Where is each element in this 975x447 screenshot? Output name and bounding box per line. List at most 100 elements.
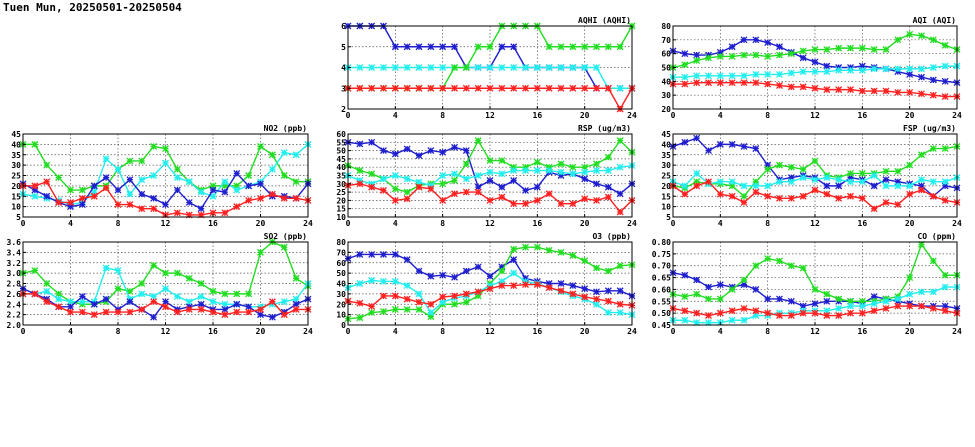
y-tick-label: 70 [661,36,671,45]
data-point-green [126,157,134,165]
data-point-blue [67,303,74,311]
y-tick-label: 0.55 [652,297,671,306]
y-tick-label: 35 [336,172,346,181]
data-point-green [233,182,241,190]
chart-title: AQI (AQI) [913,16,956,25]
data-point-green [474,292,482,300]
data-point-cyan [522,64,529,71]
data-point-green [764,255,772,263]
data-point-red [162,303,169,311]
data-point-green [569,252,577,259]
data-point-blue [415,43,423,51]
data-point-blue [245,303,253,311]
data-point-cyan [858,302,866,310]
data-point-green [870,46,878,53]
data-point-green [823,46,831,53]
data-point-cyan [486,282,494,290]
data-point-blue [705,283,712,291]
chart-title: O3 (ppb) [592,232,631,241]
data-point-blue [681,50,689,58]
data-point-red [557,84,565,92]
data-point-red [486,84,494,92]
data-point-green [906,274,914,282]
data-point-green [557,248,565,256]
data-point-green [257,248,264,256]
data-point-cyan [593,167,600,174]
data-point-red [439,293,447,301]
data-point-cyan [894,182,902,190]
data-point-blue [906,70,914,78]
data-point-cyan [102,264,110,272]
data-point-green [728,285,736,293]
data-point-blue [114,186,122,194]
data-point-cyan [510,269,518,277]
y-tick-label: 0.45 [652,321,671,330]
data-point-cyan [616,84,624,92]
data-point-red [380,186,387,194]
data-point-red [894,302,902,310]
data-point-cyan [604,309,612,317]
data-point-red [929,91,937,99]
data-point-red [268,298,276,306]
data-point-green [522,163,529,171]
data-point-blue [245,182,253,190]
data-point-green [811,285,819,293]
data-point-cyan [356,280,364,287]
data-point-cyan [221,178,229,186]
data-point-cyan [787,178,795,186]
x-tick-label: 16 [533,111,543,120]
data-point-green [221,182,229,190]
data-point-cyan [728,178,736,186]
data-point-red [894,88,902,96]
y-tick-label: 40 [661,140,671,149]
y-tick-label: 2.6 [7,290,22,299]
data-point-cyan [811,68,819,76]
data-point-green [776,161,783,169]
data-point-blue [368,250,376,258]
data-point-green [593,264,600,272]
data-point-red [486,196,494,204]
data-point-cyan [604,167,612,174]
y-tick-label: 5 [666,213,671,222]
data-point-red [522,84,529,92]
data-point-red [557,287,565,295]
data-point-cyan [185,178,193,186]
data-point-green [221,290,229,298]
x-tick-label: 16 [208,219,218,228]
data-point-red [427,185,435,193]
data-point-cyan [486,64,494,71]
y-tick-label: 45 [661,130,671,139]
data-point-red [391,84,399,92]
data-point-green [43,280,51,287]
data-point-green [593,160,600,168]
data-point-blue [197,205,205,213]
data-point-green [604,43,612,51]
data-point-red [787,194,795,202]
data-point-green [462,160,470,168]
data-point-green [728,52,736,60]
data-point-cyan [929,178,937,186]
data-point-cyan [823,68,831,76]
data-point-green [78,186,86,194]
data-point-green [811,46,819,53]
y-tick-label: 40 [661,77,671,86]
x-tick-label: 8 [116,327,121,336]
y-tick-label: 60 [336,259,346,268]
data-point-red [510,84,518,92]
y-tick-label: 0.80 [652,238,671,247]
data-point-cyan [498,64,506,71]
data-point-blue [78,201,86,209]
data-point-blue [474,183,482,191]
data-point-blue [498,263,506,271]
data-point-red [569,290,577,298]
data-point-cyan [268,165,276,173]
data-point-cyan [752,182,760,190]
data-point-red [474,84,482,92]
data-point-cyan [150,172,158,179]
data-point-cyan [823,174,831,182]
data-point-red [43,298,51,306]
data-point-cyan [533,167,541,174]
data-point-red [882,199,890,206]
